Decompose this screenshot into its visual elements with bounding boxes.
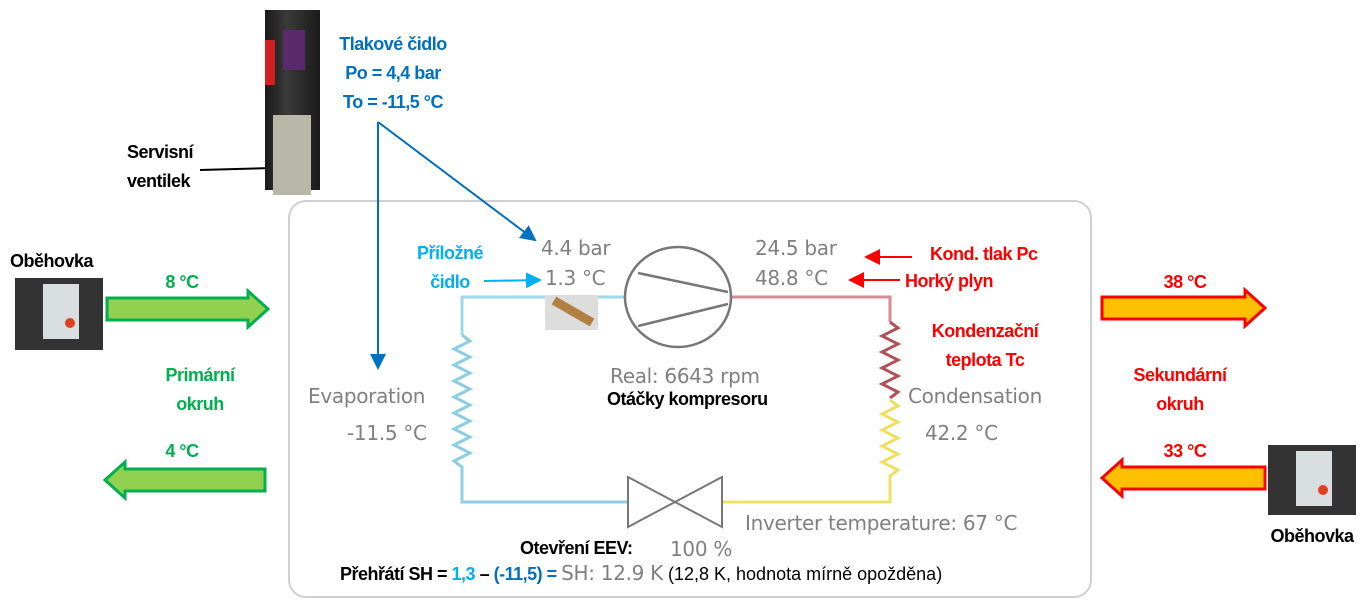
suction-pressure: 4.4 bar bbox=[541, 236, 611, 260]
evaporation-label: Evaporation bbox=[308, 384, 426, 408]
service-valve-label: Servisní bbox=[127, 142, 194, 162]
secondary-supply-temp: 38 °C bbox=[1163, 272, 1207, 292]
sh-suction-temp: 1,3 bbox=[451, 564, 476, 584]
condensation-label: Condensation bbox=[908, 384, 1042, 408]
sh-prefix: Přehřátí SH = bbox=[340, 564, 452, 584]
heat-pump-status-panel bbox=[288, 200, 1092, 598]
evaporator-coil bbox=[450, 333, 628, 504]
primary-pump-label: Oběhovka bbox=[10, 251, 94, 271]
discharge-line bbox=[731, 295, 892, 322]
secondary-return-temp: 33 °C bbox=[1163, 441, 1207, 461]
sh-minus: – bbox=[475, 564, 494, 584]
superheat-formula: Přehřátí SH = 1,3 – (-11,5) = SH: 12.9 K… bbox=[340, 563, 942, 583]
cond-temp-label-2: teplota Tc bbox=[945, 350, 1025, 370]
evaporation-temp: -11.5 °C bbox=[347, 421, 427, 445]
contact-sensor-label-2: čidlo bbox=[430, 272, 470, 292]
secondary-pump-photo bbox=[1268, 445, 1356, 515]
service-valve-label-2: ventilek bbox=[127, 171, 191, 191]
eev-opening-label: Otevření EEV: bbox=[520, 538, 633, 558]
condensation-temp: 42.2 °C bbox=[925, 421, 998, 445]
sh-note: (12,8 K, hodnota mírně opožděna) bbox=[668, 564, 943, 584]
hot-gas-label: Horký plyn bbox=[905, 271, 994, 291]
condenser-coil-hot bbox=[878, 320, 902, 400]
contact-sensor-label: Příložné bbox=[416, 243, 484, 263]
pressure-sensor-po: Po = 4,4 bar bbox=[345, 63, 441, 83]
superheat-value: SH: 12.9 K bbox=[561, 561, 663, 585]
pressure-sensor-photo bbox=[265, 10, 320, 195]
primary-supply-temp: 8 °C bbox=[165, 272, 199, 292]
secondary-supply-arrow bbox=[1100, 286, 1268, 330]
compressor-icon bbox=[623, 245, 733, 349]
contact-sensor-photo bbox=[545, 295, 598, 330]
sh-evap-temp: (-11,5) bbox=[493, 564, 543, 584]
secondary-circuit-label-2: okruh bbox=[1156, 394, 1204, 414]
eev-opening-value: 100 % bbox=[670, 537, 733, 561]
primary-return-arrow bbox=[102, 458, 267, 502]
secondary-pump-label: Oběhovka bbox=[1270, 526, 1354, 546]
discharge-pressure: 24.5 bar bbox=[755, 236, 837, 260]
compressor-speed: Real: 6643 rpm bbox=[610, 364, 760, 388]
expansion-valve-icon bbox=[627, 475, 723, 529]
pressure-sensor-title: Tlakové čidlo bbox=[339, 34, 447, 54]
primary-pump-photo bbox=[15, 278, 103, 350]
contact-sensor-arrow bbox=[483, 272, 542, 289]
compressor-speed-label: Otáčky kompresoru bbox=[607, 389, 768, 409]
condenser-coil-cool bbox=[722, 398, 902, 504]
pressure-sensor-leader-2 bbox=[377, 121, 537, 242]
primary-circuit-label: Primární bbox=[165, 365, 235, 385]
discharge-temp: 48.8 °C bbox=[755, 266, 828, 290]
primary-return-temp: 4 °C bbox=[165, 441, 199, 461]
secondary-circuit-label: Sekundární bbox=[1133, 365, 1227, 385]
service-valve-leader bbox=[199, 167, 273, 171]
pressure-sensor-to: To = -11,5 °C bbox=[343, 92, 443, 112]
inverter-temp: Inverter temperature: 67 °C bbox=[745, 511, 1018, 535]
cond-pressure-label: Kond. tlak Pc bbox=[930, 244, 1038, 264]
sh-equals: = bbox=[542, 564, 562, 584]
primary-circuit-label-2: okruh bbox=[176, 394, 224, 414]
secondary-return-arrow bbox=[1099, 456, 1267, 500]
cond-temp-label: Kondenzační bbox=[931, 321, 1039, 341]
suction-temp: 1.3 °C bbox=[545, 266, 606, 290]
primary-supply-arrow bbox=[105, 287, 271, 331]
